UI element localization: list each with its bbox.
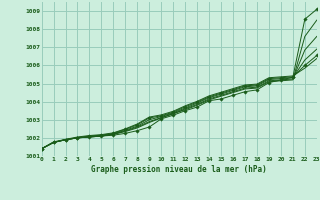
X-axis label: Graphe pression niveau de la mer (hPa): Graphe pression niveau de la mer (hPa) <box>91 165 267 174</box>
